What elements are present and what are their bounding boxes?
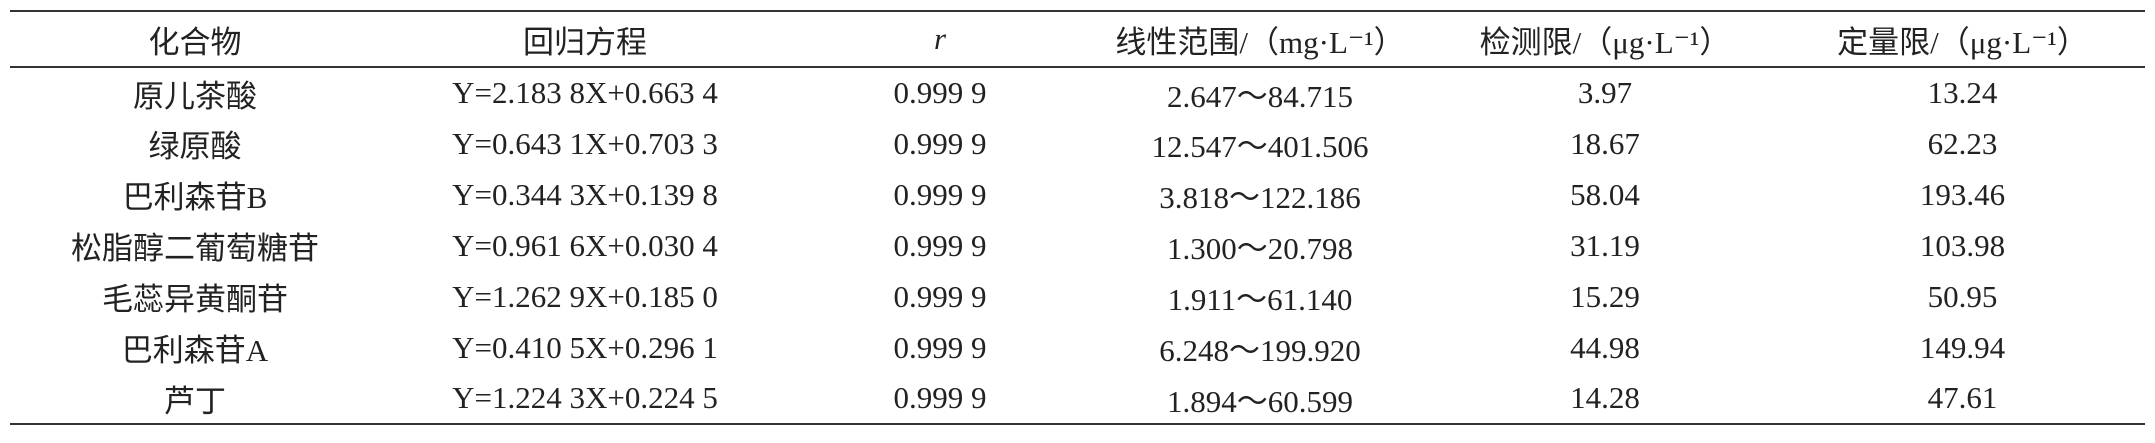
table-cell: 15.29 bbox=[1570, 278, 1640, 314]
table-cell: 2.647～84.715 bbox=[1167, 78, 1353, 114]
table-cell: 58.04 bbox=[1570, 176, 1640, 212]
table-cell: Y=0.643 1X+0.703 3 bbox=[452, 125, 718, 161]
table-row: 原儿茶酸 Y=2.183 8X+0.663 4 0.999 9 2.647～84.71… bbox=[10, 67, 2145, 118]
table-cell: 31.19 bbox=[1570, 227, 1640, 263]
header-cell: 线性范围/（mg·L⁻¹） bbox=[1115, 24, 1405, 60]
table-cell: 0.999 9 bbox=[893, 227, 987, 263]
table-cell: Y=1.224 3X+0.224 5 bbox=[452, 380, 718, 415]
header-cell: 回归方程 bbox=[523, 24, 647, 60]
table-cell: 103.98 bbox=[1919, 227, 2006, 263]
header-cell: 化合物 bbox=[148, 24, 242, 60]
table-cell: 1.894～60.599 bbox=[1167, 383, 1353, 419]
table-cell: 0.999 9 bbox=[893, 176, 987, 212]
table-cell: 13.24 bbox=[1927, 75, 1998, 110]
table-cell: 绿原酸 bbox=[148, 129, 242, 164]
table-cell: 62.23 bbox=[1927, 125, 1998, 161]
table-row: 松脂醇二葡萄糖苷 Y=0.961 6X+0.030 4 0.999 9 1.300～2… bbox=[10, 220, 2145, 271]
table-cell: 47.61 bbox=[1927, 380, 1998, 415]
table-cell: Y=0.961 6X+0.030 4 bbox=[452, 227, 718, 263]
table-cell: 3.818～122.186 bbox=[1159, 180, 1361, 215]
table-cell: 巴利森苷B bbox=[122, 180, 268, 215]
table-cell: 149.94 bbox=[1919, 329, 2006, 365]
table-body: 原儿茶酸 Y=2.183 8X+0.663 4 0.999 9 2.647～84.71… bbox=[10, 67, 2145, 424]
table-cell: 44.98 bbox=[1570, 329, 1640, 365]
table-cell: 1.300～20.798 bbox=[1167, 231, 1353, 266]
table-cell: Y=2.183 8X+0.663 4 bbox=[452, 75, 718, 110]
table-cell: 50.95 bbox=[1927, 278, 1998, 314]
table-cell: 1.911～61.140 bbox=[1167, 282, 1353, 317]
table-cell: Y=0.344 3X+0.139 8 bbox=[452, 176, 718, 212]
table-cell: 原儿茶酸 bbox=[133, 78, 257, 114]
table-row: 巴利森苷A Y=0.410 5X+0.296 1 0.999 9 6.248～199.… bbox=[10, 322, 2145, 373]
table-row: 绿原酸 Y=0.643 1X+0.703 3 0.999 9 12.547～401.5… bbox=[10, 118, 2145, 169]
table-cell: Y=1.262 9X+0.185 0 bbox=[452, 278, 718, 314]
data-table: 化合物 回归方程 r 线性范围/（mg·L⁻¹） 检测限/（μg·L⁻¹） 定量限/（μg… bbox=[10, 10, 2145, 425]
header-row: 化合物 回归方程 r 线性范围/（mg·L⁻¹） 检测限/（μg·L⁻¹） 定量限/（μg… bbox=[10, 11, 2145, 67]
table-cell: 193.46 bbox=[1919, 176, 2006, 212]
header-cell: 检测限/（μg·L⁻¹） bbox=[1479, 24, 1731, 60]
table-row: 芦丁 Y=1.224 3X+0.224 5 0.999 9 1.894～60.599 1… bbox=[10, 373, 2145, 424]
table-cell: 14.28 bbox=[1570, 380, 1640, 415]
table-cell: 芦丁 bbox=[164, 383, 226, 419]
table-cell: 0.999 9 bbox=[893, 329, 987, 365]
table-cell: 0.999 9 bbox=[893, 278, 987, 314]
table-cell: 18.67 bbox=[1570, 125, 1640, 161]
table-cell: Y=0.410 5X+0.296 1 bbox=[452, 329, 718, 365]
table-cell: 松脂醇二葡萄糖苷 bbox=[71, 231, 319, 266]
table-cell: 巴利森苷A bbox=[121, 333, 269, 368]
table-cell: 0.999 9 bbox=[893, 75, 987, 110]
table-cell: 3.97 bbox=[1577, 75, 1633, 110]
table-row: 巴利森苷B Y=0.344 3X+0.139 8 0.999 9 3.818～122.… bbox=[10, 169, 2145, 220]
table-cell: 6.248～199.920 bbox=[1159, 333, 1361, 368]
header-cell: r bbox=[933, 21, 947, 56]
table-cell: 0.999 9 bbox=[893, 125, 987, 161]
table-cell: 毛蕊异黄酮苷 bbox=[102, 282, 288, 317]
table-row: 毛蕊异黄酮苷 Y=1.262 9X+0.185 0 0.999 9 1.911～61.… bbox=[10, 271, 2145, 322]
table-cell: 12.547～401.506 bbox=[1151, 129, 1369, 164]
header-cell: 定量限/（μg·L⁻¹） bbox=[1837, 24, 2088, 60]
table-cell: 0.999 9 bbox=[893, 380, 987, 415]
